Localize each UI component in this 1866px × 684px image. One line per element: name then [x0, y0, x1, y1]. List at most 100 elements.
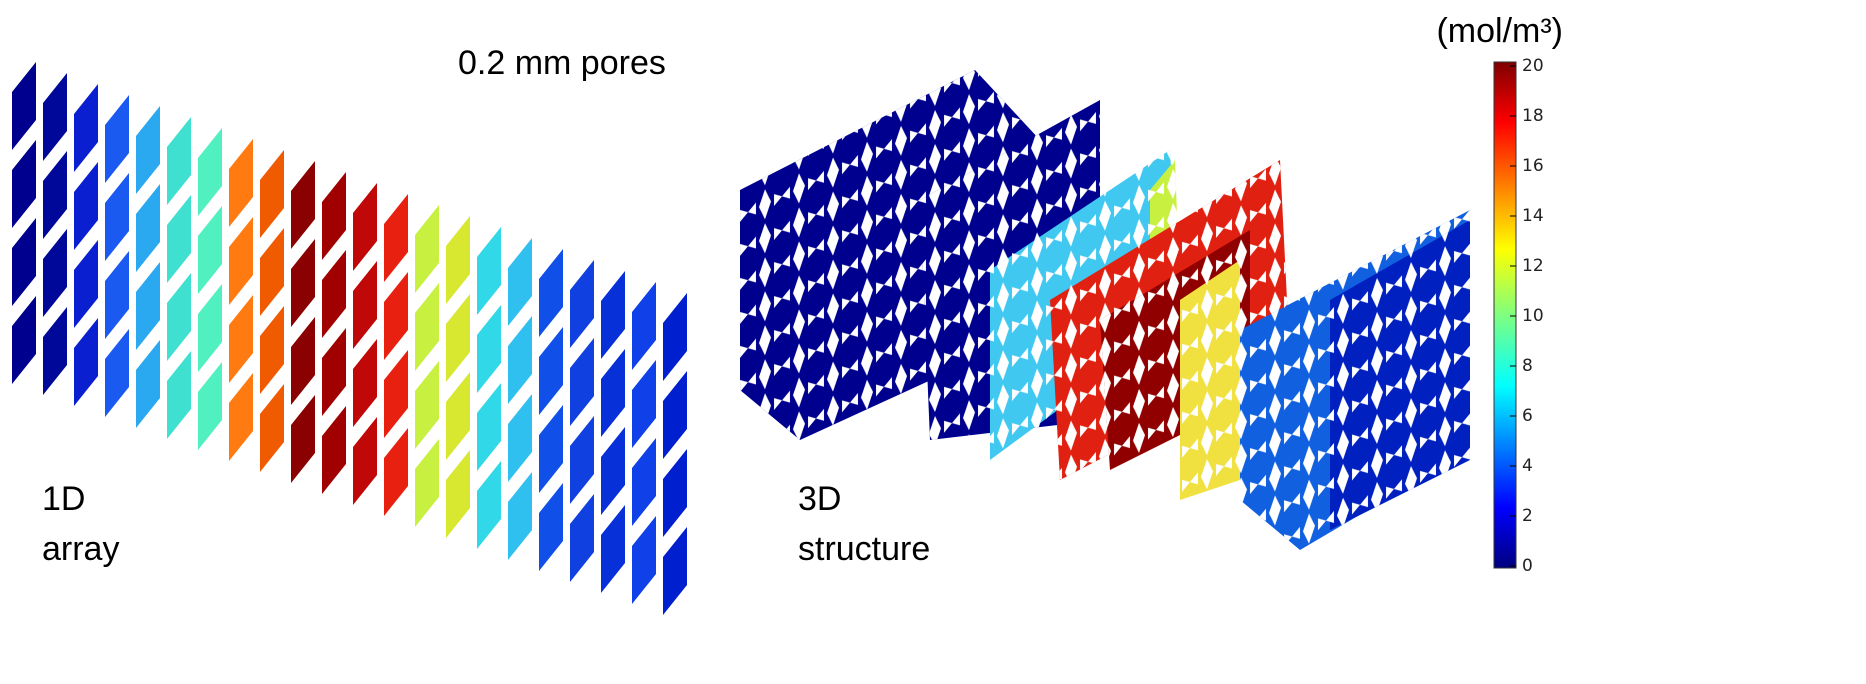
pore-plate: [446, 294, 470, 382]
colorbar-tick-label: 12: [1522, 256, 1544, 276]
colorbar-tick-label: 10: [1522, 306, 1544, 326]
pore-plate: [12, 218, 36, 306]
pore-plate: [12, 140, 36, 228]
pore-plate: [43, 229, 67, 317]
pore-plate: [105, 329, 129, 417]
pore-plate: [322, 172, 346, 260]
colorbar-tick-label: 14: [1522, 206, 1544, 226]
figure: 0.2 mm pores 1D array 3D structure (mol/…: [0, 0, 1866, 684]
pore-plate: [105, 251, 129, 339]
pore-plate: [353, 261, 377, 349]
pore-plate: [508, 472, 532, 560]
panel-label: structure: [798, 530, 930, 568]
pore-plate: [539, 483, 563, 571]
pore-plate: [105, 173, 129, 261]
pore-plate: [477, 305, 501, 393]
pore-plate: [136, 262, 160, 350]
pore-plate: [570, 494, 594, 582]
pore-plate: [198, 362, 222, 450]
pore-plate: [136, 340, 160, 428]
pore-plate: [291, 317, 315, 405]
pore-plate: [167, 117, 191, 205]
colorbar-tick-label: 18: [1522, 106, 1544, 126]
pore-plate: [291, 239, 315, 327]
colorbar-unit: (mol/m³): [1436, 12, 1563, 50]
3d-structure-render: [740, 70, 1470, 550]
pore-plate: [322, 328, 346, 416]
pore-plate: [477, 383, 501, 471]
pore-plate: [570, 338, 594, 426]
pore-plate: [539, 405, 563, 493]
pore-plate: [446, 216, 470, 304]
pore-plate: [601, 271, 625, 359]
pore-plate: [136, 106, 160, 194]
structure-holes: [1180, 260, 1240, 500]
pore-plate: [601, 427, 625, 515]
pore-plate: [539, 249, 563, 337]
panel-label: 1D: [42, 480, 85, 518]
pore-plate: [415, 361, 439, 449]
pore-plate: [632, 282, 656, 370]
pore-plate: [74, 240, 98, 328]
pore-plate: [229, 217, 253, 305]
pore-plate: [539, 327, 563, 415]
pore-plate: [632, 360, 656, 448]
pore-plate: [415, 205, 439, 293]
pore-plate: [353, 417, 377, 505]
pore-plate: [632, 516, 656, 604]
colorbar: [1494, 62, 1516, 568]
pore-plate: [632, 438, 656, 526]
pore-plate: [12, 296, 36, 384]
pore-plate: [167, 195, 191, 283]
colorbar-tick-label: 20: [1522, 56, 1544, 76]
pore-plate: [291, 395, 315, 483]
panel-label: array: [42, 530, 119, 568]
pore-plate: [198, 128, 222, 216]
pore-plate: [229, 139, 253, 227]
pore-plate: [446, 372, 470, 460]
pore-plate: [74, 318, 98, 406]
pore-plate: [260, 150, 284, 238]
pore-plate: [167, 273, 191, 361]
pore-plate: [415, 439, 439, 527]
pore-plate: [353, 183, 377, 271]
pore-plate: [570, 260, 594, 348]
pore-plate: [43, 73, 67, 161]
colorbar-tick-label: 8: [1522, 356, 1533, 376]
pore-plate: [167, 351, 191, 439]
pore-plate: [260, 384, 284, 472]
colorbar-tick-label: 0: [1522, 556, 1533, 576]
colorbar-tick-label: 4: [1522, 456, 1533, 476]
pore-plate: [12, 62, 36, 150]
pore-plate: [477, 227, 501, 315]
pore-plate: [74, 162, 98, 250]
pore-plate: [229, 373, 253, 461]
pore-plate: [601, 505, 625, 593]
pore-plate: [663, 449, 687, 537]
pore-plate: [477, 461, 501, 549]
pore-plate: [43, 151, 67, 239]
pore-plate: [322, 406, 346, 494]
pore-plate: [229, 295, 253, 383]
colorbar-tick-label: 16: [1522, 156, 1544, 176]
colorbar-tick-label: 2: [1522, 506, 1533, 526]
pore-plate: [384, 194, 408, 282]
pore-plate: [415, 283, 439, 371]
pore-plate: [601, 349, 625, 437]
pore-plate: [260, 228, 284, 316]
pore-plate: [663, 293, 687, 381]
pore-plate: [570, 416, 594, 504]
pore-plate: [508, 238, 532, 326]
pore-plate: [43, 307, 67, 395]
pore-plate: [508, 316, 532, 404]
colorbar-tick-label: 6: [1522, 406, 1533, 426]
pore-plate: [291, 161, 315, 249]
pore-plate: [105, 95, 129, 183]
pore-plate: [136, 184, 160, 272]
pore-plate: [508, 394, 532, 482]
panel-label: 3D: [798, 480, 841, 518]
structure-holes: [1330, 220, 1470, 530]
pore-plate: [446, 450, 470, 538]
pore-plate: [198, 284, 222, 372]
pore-plate: [384, 350, 408, 438]
